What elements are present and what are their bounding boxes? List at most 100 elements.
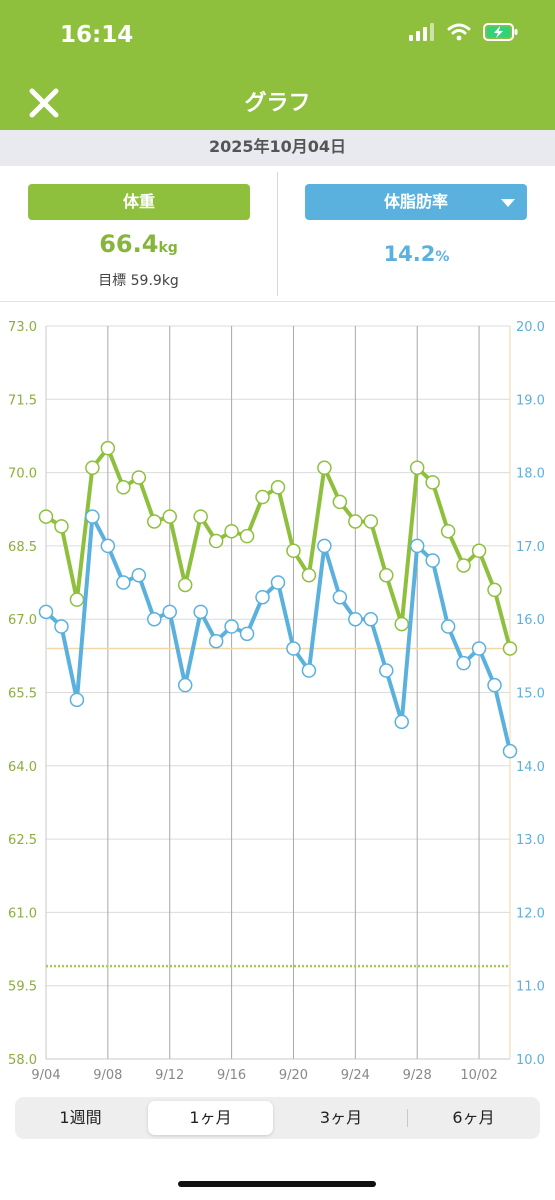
bodyfat-data-point bbox=[69, 692, 85, 708]
goal-line: 目標 59.9kg bbox=[0, 270, 277, 290]
y-left-tick-label: 65.5 bbox=[8, 687, 37, 702]
bodyfat-data-point bbox=[100, 538, 116, 554]
bodyfat-data-point bbox=[131, 567, 147, 583]
y-right-tick-label: 19.0 bbox=[516, 393, 545, 408]
y-left-tick-label: 61.0 bbox=[8, 906, 37, 921]
weight-data-point bbox=[116, 480, 131, 495]
y-right-tick-label: 12.0 bbox=[516, 906, 545, 921]
y-left-tick-label: 70.0 bbox=[8, 467, 37, 482]
y-right-tick-label: 10.0 bbox=[516, 1053, 545, 1068]
period-selector: 1週間 1ヶ月 3ヶ月 6ヶ月 bbox=[15, 1097, 540, 1139]
weight-unit: kg bbox=[158, 240, 178, 256]
bodyfat-data-point bbox=[239, 626, 255, 642]
period-tab-6-months[interactable]: 6ヶ月 bbox=[452, 1108, 495, 1127]
weight-data-point bbox=[208, 533, 224, 549]
body-fat-number: 14.2 bbox=[383, 242, 436, 266]
bodyfat-data-point bbox=[85, 509, 100, 524]
status-bar: 16:14 bbox=[0, 0, 555, 75]
y-right-tick-label: 15.0 bbox=[516, 687, 545, 702]
bodyfat-data-point bbox=[162, 604, 177, 620]
weight-data-point bbox=[332, 494, 348, 510]
y-left-tick-label: 62.5 bbox=[8, 833, 37, 848]
y-right-tick-label: 14.0 bbox=[516, 760, 545, 775]
y-right-tick-label: 13.0 bbox=[516, 833, 545, 848]
bodyfat-data-point bbox=[193, 604, 208, 620]
weight-data-point bbox=[224, 523, 239, 539]
bodyfat-data-point bbox=[471, 641, 487, 656]
period-tab-1-week[interactable]: 1週間 bbox=[59, 1108, 102, 1127]
panel-bottom-border bbox=[0, 301, 555, 302]
y-left-tick-label: 58.0 bbox=[8, 1053, 37, 1068]
period-tab-3-months[interactable]: 3ヶ月 bbox=[319, 1108, 363, 1127]
bodyfat-data-point bbox=[54, 619, 69, 634]
x-tick-label: 9/20 bbox=[279, 1068, 308, 1083]
weight-data-point bbox=[487, 582, 502, 598]
y-right-tick-label: 20.0 bbox=[516, 320, 545, 335]
weight-data-point bbox=[379, 567, 394, 583]
panel-divider bbox=[277, 172, 278, 296]
x-tick-label: 9/08 bbox=[93, 1068, 122, 1083]
bodyfat-data-point bbox=[317, 538, 332, 554]
status-icons bbox=[409, 22, 519, 42]
y-left-tick-label: 67.0 bbox=[8, 613, 37, 628]
fat-panel: 体脂肪率 14.2% bbox=[278, 166, 555, 302]
weight-data-point bbox=[301, 567, 317, 583]
bodyfat-data-point bbox=[147, 611, 162, 627]
weight-data-point bbox=[348, 514, 363, 529]
bodyfat-data-point bbox=[487, 677, 502, 693]
bodyfat-data-point bbox=[502, 743, 518, 759]
x-tick-label: 10/02 bbox=[460, 1068, 497, 1083]
weight-data-point bbox=[54, 519, 69, 534]
status-time: 16:14 bbox=[60, 22, 134, 48]
goal-label: 目標 bbox=[98, 273, 127, 289]
bodyfat-data-point bbox=[286, 641, 301, 656]
weight-panel: 体重 66.4kg 目標 59.9kg bbox=[0, 166, 277, 302]
wifi-icon bbox=[447, 23, 471, 41]
x-tick-label: 9/04 bbox=[31, 1068, 60, 1083]
weight-data-point bbox=[440, 523, 456, 539]
body-fat-dropdown-label: 体脂肪率 bbox=[383, 192, 448, 211]
weight-data-point bbox=[363, 514, 379, 529]
weight-data-point bbox=[162, 509, 177, 524]
close-icon bbox=[29, 88, 59, 118]
y-right-tick-label: 16.0 bbox=[516, 613, 545, 628]
weight-series-line bbox=[44, 446, 512, 650]
weight-data-point bbox=[471, 543, 487, 559]
weight-data-point bbox=[456, 558, 471, 573]
weight-button[interactable]: 体重 bbox=[28, 184, 250, 220]
battery-charging-icon bbox=[483, 23, 518, 41]
bodyfat-data-point bbox=[38, 604, 54, 620]
x-tick-label: 9/28 bbox=[403, 1068, 432, 1083]
nav-bar: グラフ bbox=[0, 75, 555, 130]
y-left-tick-label: 73.0 bbox=[8, 320, 37, 335]
bodyfat-data-point bbox=[208, 633, 224, 649]
weight-bodyfat-chart: 73.0 71.5 70.0 68.5 67.0 65.5 64.0 62.5 61.0 59.5… bbox=[8, 320, 545, 1083]
body-fat-unit: % bbox=[435, 249, 450, 265]
weight-data-point bbox=[193, 509, 208, 524]
weight-data-point bbox=[131, 470, 147, 485]
weight-number: 66.4 bbox=[99, 230, 159, 258]
y-right-tick-label: 17.0 bbox=[516, 540, 545, 555]
bodyfat-data-point bbox=[301, 663, 317, 678]
home-indicator bbox=[178, 1181, 376, 1187]
bodyfat-data-point bbox=[456, 655, 471, 671]
bodyfat-data-point bbox=[379, 663, 394, 678]
close-button[interactable] bbox=[24, 83, 64, 123]
weight-data-point bbox=[286, 543, 301, 559]
period-separator bbox=[407, 1109, 408, 1127]
weight-data-point bbox=[38, 509, 54, 524]
weight-data-point bbox=[425, 475, 440, 490]
bodyfat-data-point bbox=[270, 575, 286, 590]
x-tick-label: 9/12 bbox=[155, 1068, 184, 1083]
weight-data-point bbox=[409, 460, 425, 475]
bodyfat-data-point bbox=[394, 714, 409, 730]
bodyfat-data-point bbox=[177, 677, 193, 693]
y-left-tick-label: 71.5 bbox=[8, 393, 37, 408]
body-fat-dropdown[interactable]: 体脂肪率 bbox=[305, 184, 527, 220]
weight-data-point bbox=[85, 460, 100, 475]
y-left-tick-label: 68.5 bbox=[8, 540, 37, 555]
weight-data-point bbox=[502, 641, 518, 656]
bodyfat-data-point bbox=[425, 553, 440, 568]
period-tab-1-month[interactable]: 1ヶ月 bbox=[148, 1101, 273, 1135]
page-title: グラフ bbox=[244, 91, 311, 116]
